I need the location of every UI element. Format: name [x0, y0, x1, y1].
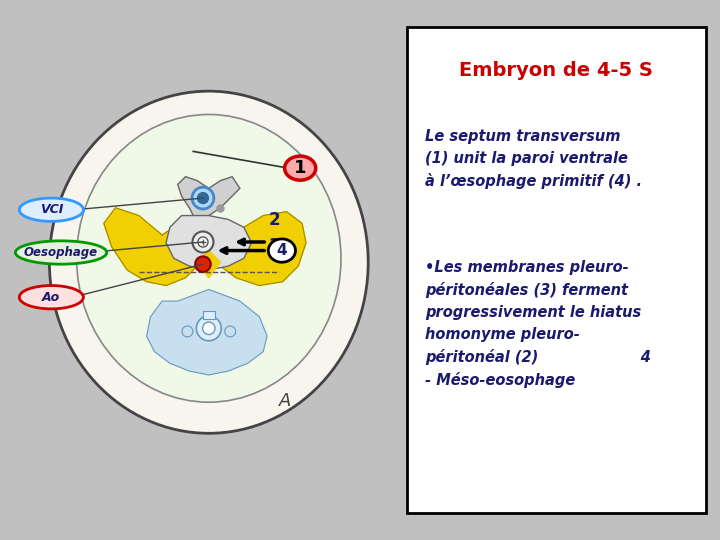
- Text: 4: 4: [276, 243, 287, 258]
- Ellipse shape: [269, 239, 295, 262]
- Text: Embryon de 4-5 S: Embryon de 4-5 S: [459, 61, 653, 80]
- Polygon shape: [147, 289, 267, 375]
- Text: 1: 1: [294, 159, 307, 177]
- Circle shape: [182, 326, 193, 337]
- Text: 3: 3: [269, 237, 281, 254]
- Ellipse shape: [76, 114, 341, 402]
- Text: Ao: Ao: [42, 291, 60, 303]
- Ellipse shape: [284, 156, 316, 180]
- Circle shape: [202, 322, 215, 335]
- Polygon shape: [197, 251, 220, 278]
- Text: Oesophage: Oesophage: [24, 246, 98, 259]
- Circle shape: [225, 326, 235, 337]
- FancyBboxPatch shape: [407, 27, 706, 513]
- Ellipse shape: [15, 241, 107, 264]
- Polygon shape: [166, 215, 251, 270]
- Text: 2: 2: [269, 211, 281, 230]
- Ellipse shape: [19, 198, 84, 221]
- Circle shape: [198, 237, 208, 247]
- Circle shape: [192, 232, 213, 253]
- Text: •Les membranes pleuro-
péritonéales (3) ferment
progressivement le hiatus
homony: •Les membranes pleuro- péritonéales (3) …: [425, 260, 651, 388]
- Polygon shape: [212, 212, 306, 286]
- Polygon shape: [178, 177, 240, 219]
- Circle shape: [197, 316, 221, 341]
- Text: VCI: VCI: [40, 203, 63, 216]
- Text: Le septum transversum
(1) unit la paroi ventrale
à l’œsophage primitif (4) .: Le septum transversum (1) unit la paroi …: [425, 129, 642, 189]
- Circle shape: [197, 193, 208, 204]
- FancyBboxPatch shape: [203, 311, 215, 319]
- Circle shape: [192, 187, 214, 209]
- Polygon shape: [104, 208, 201, 286]
- Circle shape: [195, 256, 211, 272]
- Text: A: A: [279, 392, 291, 410]
- Ellipse shape: [19, 286, 84, 309]
- Ellipse shape: [50, 91, 368, 433]
